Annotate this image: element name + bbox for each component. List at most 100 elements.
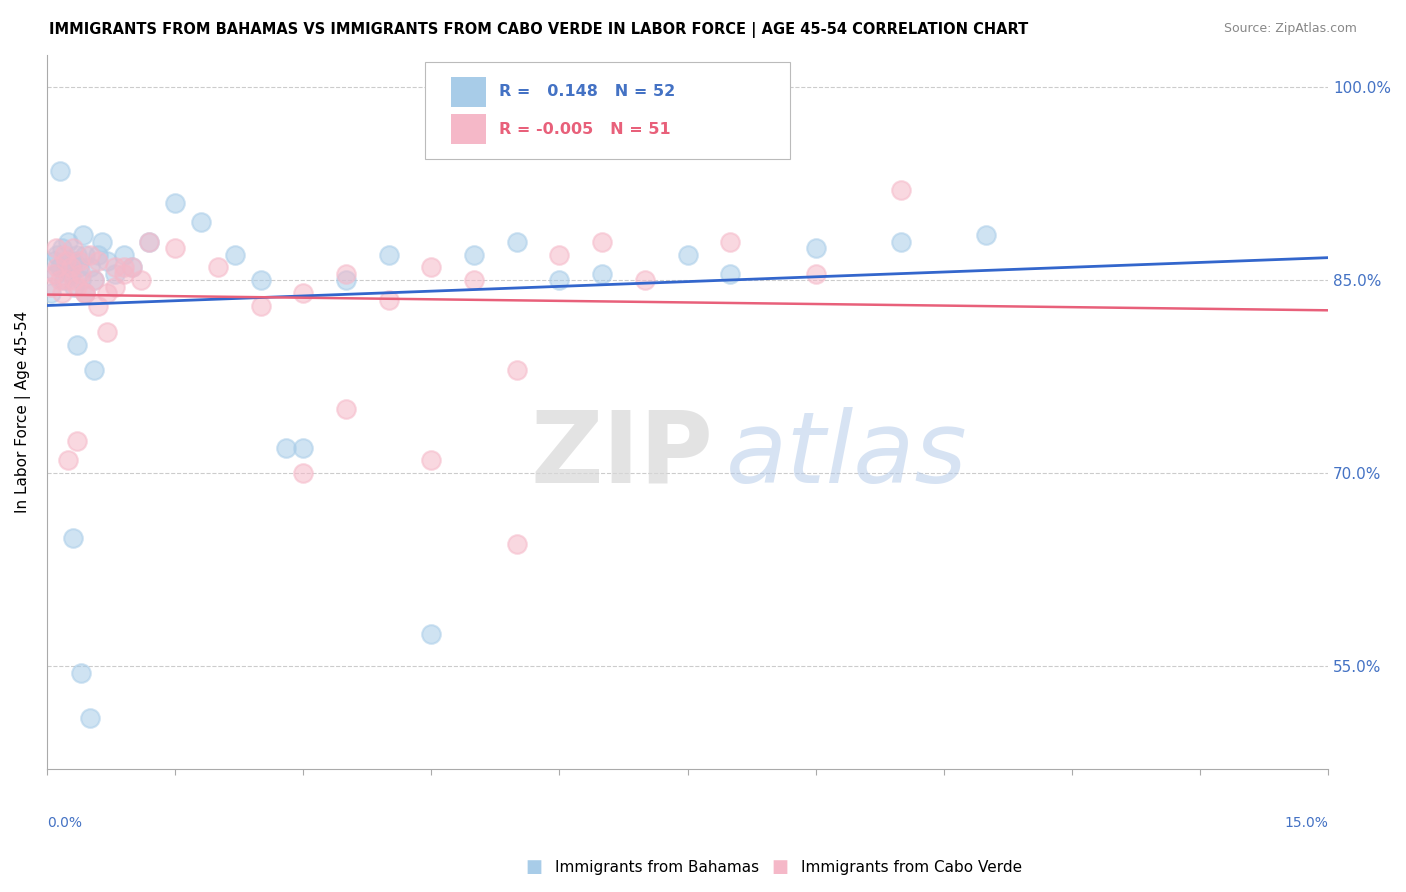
Point — [804, 241, 827, 255]
Point — [207, 260, 229, 275]
Point — [83, 273, 105, 287]
Point — [804, 267, 827, 281]
Point — [138, 235, 160, 249]
Point — [75, 247, 97, 261]
Point — [634, 273, 657, 287]
Point — [104, 267, 127, 281]
Point — [66, 434, 89, 449]
FancyBboxPatch shape — [450, 77, 486, 106]
Point — [190, 215, 212, 229]
Point — [62, 241, 84, 255]
Point — [49, 164, 72, 178]
Point — [42, 267, 65, 281]
Point — [463, 273, 485, 287]
Point — [165, 196, 187, 211]
Point — [70, 267, 93, 281]
Point — [66, 247, 89, 261]
Point — [591, 267, 613, 281]
Point — [39, 279, 62, 293]
Point — [335, 401, 357, 416]
Point — [51, 241, 73, 255]
Point — [976, 228, 998, 243]
Point — [72, 228, 94, 243]
Point — [104, 260, 127, 275]
Point — [62, 531, 84, 545]
Point — [66, 279, 89, 293]
Point — [96, 254, 118, 268]
Point — [112, 267, 135, 281]
Point — [91, 235, 114, 249]
Point — [70, 273, 93, 287]
Text: 15.0%: 15.0% — [1284, 816, 1329, 830]
Point — [129, 273, 152, 287]
FancyBboxPatch shape — [450, 114, 486, 145]
Text: R = -0.005   N = 51: R = -0.005 N = 51 — [499, 122, 671, 136]
Text: ZIP: ZIP — [530, 407, 713, 504]
Point — [506, 537, 529, 551]
Text: Immigrants from Cabo Verde: Immigrants from Cabo Verde — [801, 860, 1022, 874]
Point — [79, 711, 101, 725]
Point — [58, 273, 80, 287]
Point — [42, 254, 65, 268]
Point — [67, 254, 90, 268]
Point — [44, 267, 66, 281]
Text: atlas: atlas — [725, 407, 967, 504]
Point — [58, 453, 80, 467]
Point — [87, 299, 110, 313]
Point — [292, 286, 315, 301]
Point — [121, 260, 143, 275]
Point — [51, 286, 73, 301]
Point — [46, 260, 69, 275]
Point — [548, 247, 571, 261]
Point — [44, 241, 66, 255]
Y-axis label: In Labor Force | Age 45-54: In Labor Force | Age 45-54 — [15, 311, 31, 513]
Point — [121, 260, 143, 275]
Point — [79, 247, 101, 261]
Text: R =   0.148   N = 52: R = 0.148 N = 52 — [499, 84, 675, 99]
Point — [66, 337, 89, 351]
Point — [83, 363, 105, 377]
Point — [75, 286, 97, 301]
Point — [75, 286, 97, 301]
Point — [83, 273, 105, 287]
Point — [49, 273, 72, 287]
Point — [79, 260, 101, 275]
Text: IMMIGRANTS FROM BAHAMAS VS IMMIGRANTS FROM CABO VERDE IN LABOR FORCE | AGE 45-54: IMMIGRANTS FROM BAHAMAS VS IMMIGRANTS FR… — [49, 22, 1028, 38]
Point — [55, 254, 77, 268]
Point — [335, 267, 357, 281]
Point — [506, 363, 529, 377]
Point — [890, 235, 912, 249]
Point — [890, 183, 912, 197]
Point — [249, 273, 271, 287]
Point — [420, 260, 443, 275]
Point — [63, 279, 86, 293]
Point — [62, 254, 84, 268]
Point — [506, 235, 529, 249]
Point — [463, 247, 485, 261]
Point — [377, 247, 399, 261]
Text: Immigrants from Bahamas: Immigrants from Bahamas — [555, 860, 759, 874]
Point — [249, 299, 271, 313]
Point — [58, 235, 80, 249]
Point — [718, 235, 741, 249]
Point — [377, 293, 399, 307]
Point — [335, 273, 357, 287]
Point — [53, 273, 76, 287]
Point — [49, 260, 72, 275]
Point — [67, 260, 90, 275]
Point — [59, 267, 82, 281]
Point — [224, 247, 246, 261]
Point — [420, 453, 443, 467]
Point — [112, 247, 135, 261]
Point — [165, 241, 187, 255]
Point — [420, 627, 443, 641]
Text: Source: ZipAtlas.com: Source: ZipAtlas.com — [1223, 22, 1357, 36]
Point — [292, 441, 315, 455]
Point — [276, 441, 298, 455]
Point — [96, 325, 118, 339]
Point — [59, 260, 82, 275]
Text: ■: ■ — [526, 858, 543, 876]
Point — [58, 254, 80, 268]
Point — [676, 247, 699, 261]
FancyBboxPatch shape — [425, 62, 790, 159]
